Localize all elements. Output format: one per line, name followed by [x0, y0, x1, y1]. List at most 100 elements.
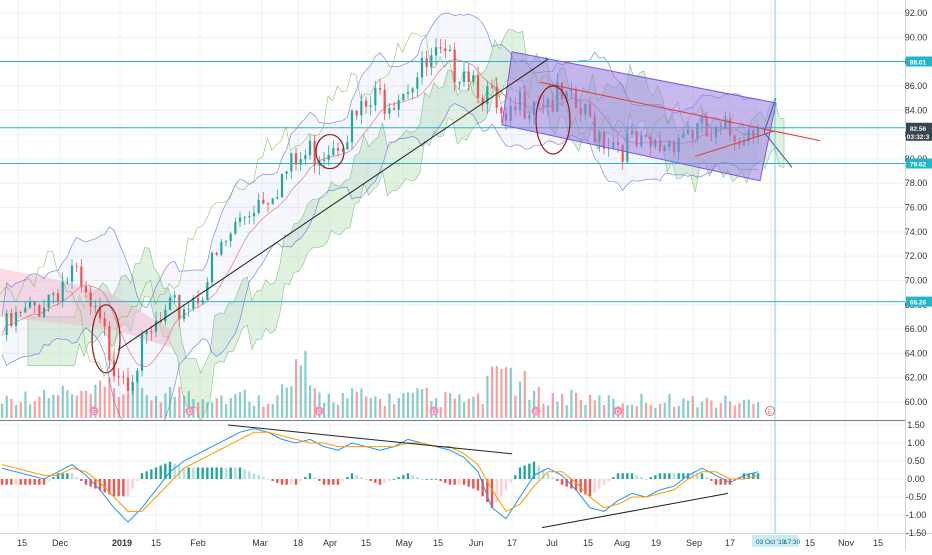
volume-bar: [337, 404, 340, 418]
candle-body: [19, 312, 22, 314]
volume-bar: [663, 402, 666, 418]
volume-bar: [547, 405, 550, 418]
macd-tick-label: 1.50: [907, 420, 925, 430]
volume-bar: [122, 394, 125, 418]
trend-drawings[interactable]: [91, 51, 821, 374]
macd-histogram-bar: [434, 479, 438, 480]
volume-bar: [397, 397, 400, 418]
macd-histogram-bar: [360, 477, 363, 479]
macd-histogram-bar: [500, 479, 503, 497]
cloud-red-area: [0, 268, 170, 348]
macd-histogram-bar: [621, 473, 624, 479]
price-tick-label: 76.00: [905, 203, 928, 213]
price-tag-bg: [906, 158, 932, 169]
candle-body: [369, 105, 372, 107]
macd-tick-label: -0.50: [906, 492, 927, 502]
volume-bar: [463, 402, 466, 418]
event-marker-label: D: [432, 409, 437, 416]
macd-histogram-bar: [560, 479, 564, 485]
macd-panel[interactable]: [0, 424, 760, 529]
volume-bar: [309, 385, 312, 418]
time-tick-label: Jun: [469, 538, 484, 548]
macd-histogram-bar: [38, 479, 41, 485]
macd-histogram-bar: [318, 479, 321, 481]
macd-histogram-bar: [0, 479, 4, 485]
volume-bar: [416, 387, 419, 418]
candle-body: [38, 305, 41, 317]
volume-bar: [173, 396, 176, 418]
time-axis[interactable]: 15 Dec 2019 15 Feb Mar 18 Apr 15 May 15 Jun 17 Jul 15 A…: [0, 534, 905, 550]
volume-bar: [743, 399, 746, 418]
macd-histogram-bar: [75, 477, 78, 479]
macd-histogram-bar: [164, 463, 167, 479]
macd-histogram-bar: [108, 479, 111, 495]
price-axis[interactable]: 92.0090.0088.0086.0084.0082.0080.0078.00…: [905, 0, 932, 533]
volume-bar: [201, 399, 204, 418]
macd-histogram-bar: [61, 473, 64, 479]
macd-histogram-bar: [229, 467, 232, 479]
time-tick-label: 18: [293, 538, 303, 548]
price-tick-label: 70.00: [905, 275, 928, 285]
volume-bar: [220, 395, 223, 418]
volume-bar: [593, 400, 596, 418]
macd-histogram-bar: [346, 477, 349, 479]
macd-trend-drawings[interactable]: [227, 424, 729, 529]
volume-bar: [38, 396, 41, 418]
candle-body: [56, 293, 60, 302]
price-tick-label: 64.00: [905, 348, 928, 358]
descending-channel: [501, 51, 777, 182]
candle-body: [210, 252, 214, 283]
price-tick-label: 86.00: [905, 81, 928, 91]
macd-histogram-bar: [327, 479, 330, 485]
macd-histogram-bar: [182, 467, 186, 479]
candle-body: [70, 265, 74, 282]
macd-divergence-line: [227, 424, 513, 455]
volume-bar: [113, 388, 116, 418]
macd-histogram-bar: [234, 467, 237, 479]
macd-histogram-bar: [276, 479, 279, 483]
volume-bar: [159, 402, 162, 418]
macd-axis[interactable]: 1.50 1.00 0.50 0.00 -0.50 -1.00 -1.50: [906, 420, 927, 538]
volume-bar: [425, 387, 428, 418]
volume-bar: [276, 395, 279, 418]
candle-body: [14, 312, 18, 326]
volume-bar: [299, 365, 302, 418]
macd-histogram-bar: [439, 479, 442, 481]
volume-bar: [234, 394, 237, 418]
candle-body: [28, 301, 32, 308]
macd-histogram-bar: [14, 479, 18, 485]
macd-histogram-bar: [528, 463, 531, 479]
macd-histogram-bar: [364, 479, 368, 480]
time-tick-label: May: [395, 538, 413, 548]
candle-body: [192, 297, 195, 309]
volume-bar: [626, 404, 629, 418]
time-tick-label: Feb: [190, 538, 206, 548]
volume-bar: [757, 402, 760, 418]
macd-histogram-bar: [462, 479, 466, 485]
time-tick-label: 15: [873, 538, 883, 548]
macd-histogram-bar: [696, 473, 699, 479]
macd-tick-label: -1.50: [906, 528, 927, 538]
volume-bar: [696, 407, 699, 418]
volume-bar: [481, 404, 484, 418]
volume-bar: [607, 395, 610, 418]
macd-histogram-bar: [556, 479, 559, 481]
candle-body: [5, 313, 8, 336]
time-tick-label: Sep: [686, 538, 702, 548]
macd-histogram-bar: [52, 477, 55, 479]
candle-body: [280, 173, 284, 198]
arrow-up-line: [763, 97, 777, 133]
event-marker-label: E: [768, 409, 773, 416]
macd-histogram-bar: [430, 479, 433, 480]
volume-bar: [402, 393, 405, 418]
macd-histogram-bar: [299, 479, 302, 481]
volume-bar: [677, 405, 680, 418]
candle-body: [75, 265, 78, 267]
volume-bar: [598, 395, 601, 418]
candle-body: [168, 297, 172, 310]
volume-bar: [369, 398, 372, 418]
